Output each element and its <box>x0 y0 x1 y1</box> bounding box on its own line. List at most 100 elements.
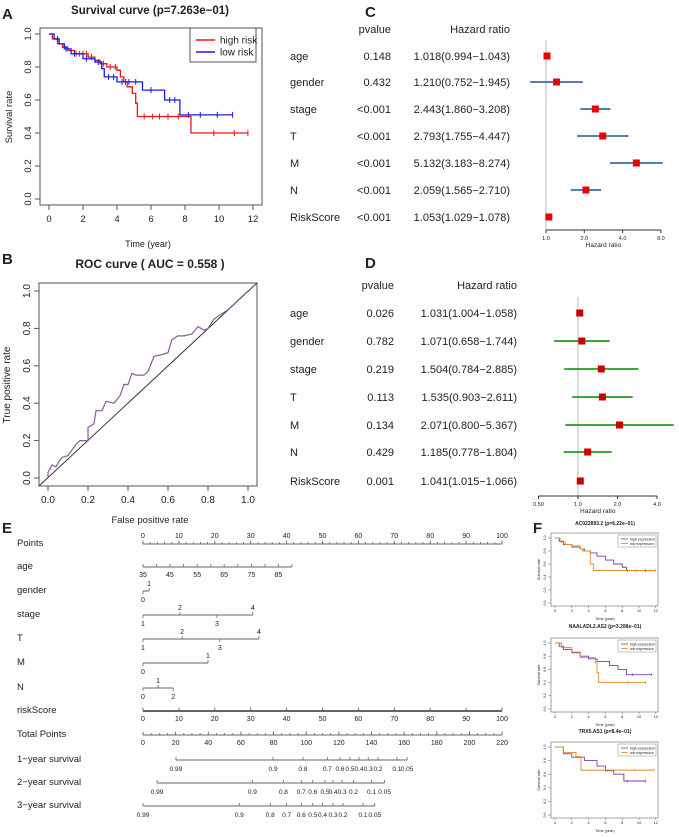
x-axis-label: Hazard ratio <box>580 508 616 515</box>
row-hazard-ratio: 1.018(0.994−1.043) <box>414 51 510 63</box>
tick-label: 0.6 <box>308 789 317 796</box>
km-curve-0 <box>49 33 248 134</box>
x-tick-label: 6 <box>604 715 606 719</box>
x-tick-label: 0 <box>554 609 556 613</box>
row-hazard-ratio: 1.504(0.784−2.885) <box>421 364 517 376</box>
nomogram-row-label: age <box>17 561 33 572</box>
tick-label: 0.4 <box>328 789 337 796</box>
tick-label: 45 <box>166 572 174 579</box>
y-tick-label: 0.2 <box>543 588 547 593</box>
y-tick-label: 0.2 <box>22 433 33 447</box>
tick-label: 65 <box>220 572 228 579</box>
x-tick-label: 1.0 <box>574 502 582 508</box>
legend-box <box>617 743 657 757</box>
y-tick-label: 0.8 <box>543 758 547 763</box>
tick-label: 0.5 <box>308 812 317 819</box>
column-header-hazard-ratio: Hazard ratio <box>450 24 510 36</box>
tick-label: 0.05 <box>368 812 381 819</box>
tick-label: 1 <box>206 653 210 660</box>
diagonal-reference-line <box>38 282 258 487</box>
tick-label: 0.99 <box>137 812 150 819</box>
y-tick-label: 0.4 <box>543 575 547 580</box>
tick-label: 0 <box>141 694 145 701</box>
hazard-ratio-point <box>553 78 561 86</box>
x-tick-label: 0 <box>46 214 51 225</box>
legend-label: low risk <box>220 48 254 59</box>
tick-label: 0 <box>141 740 145 747</box>
tick-label: 0.2 <box>338 812 347 819</box>
x-axis-label: Hazard ratio <box>586 242 622 249</box>
x-tick-label: 12 <box>654 715 658 719</box>
tick-label: 140 <box>366 740 378 747</box>
legend-label: low expression <box>630 647 654 651</box>
row-label: N <box>290 447 298 459</box>
y-tick-label: 0.8 <box>543 549 547 554</box>
chart-title: ROC curve ( AUC = 0.558 ) <box>75 257 224 271</box>
y-axis-label: Survival rate <box>537 769 541 790</box>
y-tick-label: 0.2 <box>543 799 547 804</box>
tick-label: 0 <box>141 597 145 604</box>
x-tick-label: 2 <box>571 715 573 719</box>
row-pvalue: 0.134 <box>366 420 394 432</box>
legend-label: high expression <box>630 642 655 646</box>
tick-label: 0.1 <box>392 766 401 773</box>
panel-label-c: C <box>365 4 376 21</box>
row-pvalue: <0.001 <box>357 212 391 224</box>
row-pvalue: <0.001 <box>357 104 391 116</box>
nomogram-row-label: Points <box>17 538 44 549</box>
panel-label-a: A <box>2 6 13 23</box>
row-pvalue: 0.026 <box>366 308 394 320</box>
y-tick-label: 0.6 <box>543 562 547 567</box>
plot-box <box>550 637 659 713</box>
row-label: T <box>290 392 297 404</box>
y-tick-label: 0.8 <box>543 654 547 659</box>
tick-label: 2 <box>171 694 175 701</box>
tick-label: 40 <box>283 716 291 723</box>
km-curve-1 <box>555 746 655 771</box>
nomogram-row-label: M <box>17 657 25 668</box>
subplot-title: TRX5.AS1 (p=8.4e−01) <box>579 729 632 735</box>
x-tick-label: 1.0 <box>542 236 550 242</box>
tick-label: 1 <box>141 645 145 652</box>
x-tick-label: 2 <box>571 821 573 825</box>
hazard-ratio-point <box>576 309 584 317</box>
x-tick-label: 1.0 <box>241 495 255 506</box>
x-tick-label: 0 <box>554 821 556 825</box>
y-tick-label: 0.2 <box>23 159 34 172</box>
tick-label: 3 <box>215 621 219 628</box>
row-label: stage <box>290 104 317 116</box>
x-tick-label: 6 <box>604 821 606 825</box>
nomogram-row-label: 1−year survival <box>17 754 81 765</box>
tick-label: 0 <box>141 533 145 540</box>
x-tick-label: 0.0 <box>41 495 55 506</box>
hazard-ratio-point <box>543 52 551 60</box>
x-tick-label: 6 <box>604 609 606 613</box>
tick-label: 50 <box>319 533 327 540</box>
tick-label: 10 <box>175 716 183 723</box>
y-tick-label: 1.0 <box>23 27 34 40</box>
hazard-ratio-point <box>576 477 584 485</box>
tick-label: 0.8 <box>279 789 288 796</box>
nomogram-row-label: gender <box>17 585 47 596</box>
x-tick-label: 10 <box>637 715 641 719</box>
tick-label: 75 <box>248 572 256 579</box>
row-pvalue: 0.148 <box>363 51 391 63</box>
tick-label: 30 <box>247 716 255 723</box>
tick-label: 0.9 <box>248 789 257 796</box>
y-tick-label: 0.0 <box>543 601 547 606</box>
x-tick-label: 0.50 <box>533 502 544 508</box>
tick-label: 0.3 <box>364 766 373 773</box>
y-axis-label: Survival rate <box>537 559 541 580</box>
tick-label: 0.1 <box>367 789 376 796</box>
plot-box <box>38 282 258 487</box>
x-tick-label: 4 <box>114 214 119 225</box>
column-header-hazard-ratio: Hazard ratio <box>457 280 517 292</box>
tick-label: 4 <box>257 629 261 636</box>
hazard-ratio-point <box>599 132 607 140</box>
y-tick-label: 0.6 <box>23 93 34 106</box>
tick-label: 50 <box>319 716 327 723</box>
tick-label: 0.5 <box>345 766 354 773</box>
y-tick-label: 0.2 <box>543 693 547 698</box>
row-label: M <box>290 420 299 432</box>
